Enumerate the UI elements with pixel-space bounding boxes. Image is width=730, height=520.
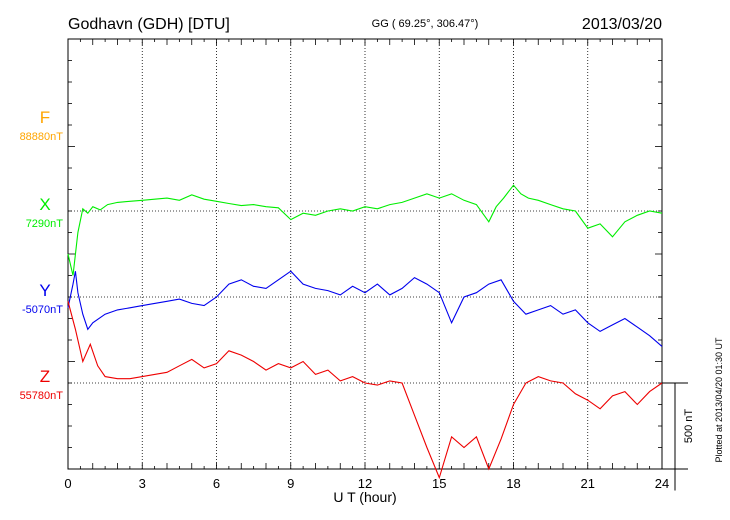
series-line-z (67, 301, 663, 480)
series-group (67, 184, 663, 480)
x-tick-label: 6 (213, 476, 220, 491)
series-name-z: Z (40, 367, 50, 386)
x-tick-label: 15 (432, 476, 446, 491)
series-line-x (67, 184, 663, 276)
scale-bar-label: 500 nT (683, 409, 695, 444)
scale-bar: 500 nT (662, 382, 695, 491)
x-axis-label: U T (hour) (333, 489, 396, 505)
grid-lines (68, 39, 662, 469)
x-tick-label: 21 (581, 476, 595, 491)
x-tick-label: 24 (655, 476, 669, 491)
series-baseline-z: 55780nT (20, 390, 64, 402)
series-baseline-f: 88880nT (20, 131, 64, 143)
x-tick-label: 12 (358, 476, 372, 491)
x-tick-label: 18 (506, 476, 520, 491)
station-title: Godhavn (GDH) [DTU] (68, 16, 230, 33)
x-tick-label: 0 (64, 476, 71, 491)
series-line-y (67, 270, 663, 347)
series-name-x: X (39, 195, 50, 214)
axis-ticks (67, 38, 663, 470)
series-name-f: F (40, 108, 50, 127)
series-name-y: Y (39, 281, 50, 300)
plot-frame (67, 38, 663, 470)
x-tick-label: 3 (139, 476, 146, 491)
series-baseline-y: -5070nT (22, 304, 63, 316)
plot-date: 2013/03/20 (582, 16, 662, 33)
x-tick-label: 9 (287, 476, 294, 491)
x-tick-labels: 0 3 6 9 12 15 18 21 24 (64, 476, 669, 491)
plotted-note: Plotted at 2013/04/20 01:30 UT (714, 337, 724, 463)
series-baseline-x: 7290nT (26, 218, 64, 230)
station-coordinates: GG ( 69.25°, 306.47°) (372, 18, 479, 30)
series-labels: F 88880nT X 7290nT Y -5070nT Z 55780nT (20, 108, 64, 402)
